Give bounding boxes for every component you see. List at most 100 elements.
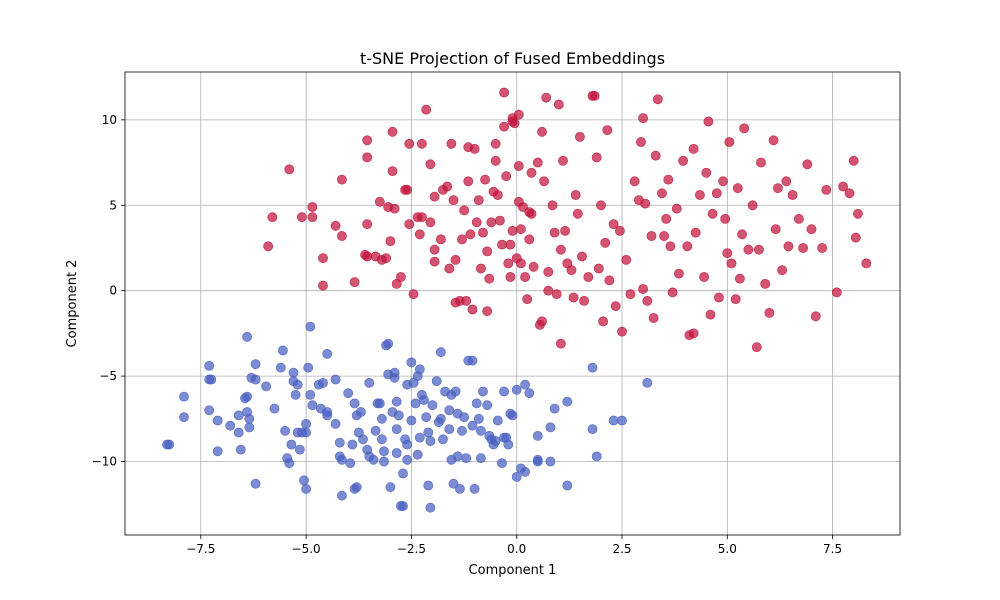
scatter-point-cluster-2 (499, 121, 509, 132)
scatter-point-cluster-2 (764, 307, 775, 318)
y-axis-label: Component 2 (65, 260, 80, 348)
scatter-point-cluster-1 (524, 388, 535, 399)
scatter-point-cluster-2 (566, 265, 577, 276)
scatter-point-cluster-1 (511, 384, 522, 395)
scatter-point-cluster-2 (475, 263, 486, 274)
scatter-point-cluster-1 (393, 410, 404, 421)
scatter-point-cluster-1 (244, 422, 255, 433)
scatter-point-cluster-2 (598, 316, 608, 327)
scatter-point-cluster-2 (617, 326, 627, 337)
scatter-point-cluster-2 (579, 295, 589, 306)
scatter-point-cluster-1 (467, 420, 478, 431)
scatter-point-cluster-2 (435, 234, 446, 245)
scatter-point-cluster-2 (362, 135, 373, 146)
scatter-point-cluster-2 (553, 99, 564, 110)
scatter-point-cluster-2 (556, 244, 566, 255)
scatter-point-cluster-1 (412, 449, 423, 460)
scatter-point-cluster-1 (457, 425, 467, 436)
scatter-point-cluster-1 (438, 434, 448, 445)
scatter-point-cluster-2 (429, 256, 440, 267)
scatter-point-cluster-1 (250, 359, 261, 370)
scatter-point-cluster-2 (593, 263, 604, 274)
y-tick-label: −10 (92, 455, 117, 469)
scatter-point-cluster-2 (387, 166, 398, 176)
scatter-point-cluster-1 (545, 456, 556, 467)
scatter-point-cluster-2 (621, 254, 632, 265)
scatter-point-cluster-1 (414, 432, 425, 443)
scatter-point-cluster-1 (280, 425, 290, 436)
scatter-point-cluster-1 (303, 362, 314, 373)
scatter-point-cluster-2 (722, 248, 733, 258)
scatter-point-cluster-2 (505, 239, 516, 250)
scatter-point-cluster-2 (751, 342, 762, 352)
scatter-point-cluster-2 (806, 224, 817, 235)
scatter-point-cluster-1 (461, 453, 472, 463)
scatter-point-cluster-1 (206, 374, 217, 385)
scatter-point-cluster-1 (204, 360, 215, 371)
scatter-point-cluster-1 (336, 490, 347, 501)
scatter-point-cluster-2 (408, 289, 419, 299)
scatter-point-cluster-1 (419, 395, 429, 405)
scatter-point-cluster-2 (318, 280, 328, 291)
scatter-point-cluster-1 (454, 483, 465, 494)
scatter-point-cluster-2 (349, 277, 360, 287)
scatter-point-cluster-2 (701, 167, 712, 178)
scatter-point-cluster-1 (427, 400, 438, 411)
scatter-point-cluster-2 (526, 167, 537, 178)
scatter-point-cluster-2 (646, 231, 657, 241)
scatter-point-cluster-1 (233, 410, 244, 421)
scatter-point-cluster-2 (425, 217, 436, 228)
scatter-point-cluster-2 (478, 227, 488, 238)
scatter-point-cluster-2 (608, 219, 619, 229)
scatter-point-cluster-1 (475, 425, 486, 436)
scatter-point-cluster-2 (787, 190, 798, 200)
scatter-point-cluster-2 (448, 195, 459, 205)
scatter-point-cluster-1 (179, 412, 189, 422)
scatter-point-cluster-2 (625, 289, 636, 299)
y-tick-label: 5 (109, 198, 117, 212)
scatter-point-cluster-1 (391, 396, 402, 407)
scatter-point-cluster-1 (368, 454, 379, 465)
scatter-point-cluster-1 (511, 471, 522, 482)
scatter-point-cluster-2 (486, 217, 497, 228)
scatter-point-cluster-2 (720, 213, 731, 224)
scatter-point-cluster-1 (301, 427, 311, 438)
scatter-point-cluster-2 (838, 181, 848, 192)
scatter-point-cluster-1 (235, 444, 246, 455)
scatter-point-cluster-1 (482, 400, 493, 411)
scatter-point-cluster-2 (665, 241, 676, 252)
scatter-point-cluster-2 (821, 184, 832, 195)
scatter-point-cluster-1 (330, 418, 341, 429)
scatter-point-cluster-2 (568, 292, 579, 303)
scatter-point-cluster-1 (475, 453, 486, 463)
scatter-point-cluster-2 (754, 244, 764, 255)
scatter-point-cluster-2 (284, 164, 295, 175)
scatter-point-cluster-2 (604, 275, 615, 286)
scatter-point-cluster-2 (667, 287, 678, 298)
scatter-point-cluster-2 (513, 161, 524, 171)
x-tick-label: −5.0 (292, 542, 321, 556)
scatter-point-cluster-2 (560, 225, 570, 236)
scatter-point-cluster-2 (263, 241, 274, 252)
scatter-point-cluster-1 (351, 482, 362, 493)
scatter-point-cluster-2 (798, 243, 808, 253)
scatter-point-cluster-2 (591, 152, 602, 163)
y-tick-label: 0 (109, 284, 117, 298)
scatter-point-cluster-1 (301, 483, 311, 494)
scatter-point-cluster-2 (844, 188, 855, 199)
scatter-point-cluster-2 (362, 251, 373, 262)
scatter-point-cluster-1 (431, 376, 442, 387)
scatter-point-cluster-1 (385, 482, 396, 493)
scatter-point-cluster-2 (473, 195, 484, 205)
scatter-point-cluster-1 (305, 321, 316, 332)
scatter-point-cluster-1 (549, 403, 560, 414)
scatter-point-cluster-2 (705, 309, 716, 320)
scatter-point-cluster-2 (524, 234, 535, 245)
scatter-point-cluster-2 (482, 246, 493, 257)
scatter-point-cluster-1 (532, 430, 543, 441)
scatter-point-cluster-1 (467, 355, 478, 366)
scatter-point-cluster-2 (539, 176, 549, 187)
scatter-point-cluster-1 (305, 389, 316, 400)
scatter-point-cluster-2 (699, 272, 709, 282)
scatter-point-cluster-1 (617, 415, 627, 426)
